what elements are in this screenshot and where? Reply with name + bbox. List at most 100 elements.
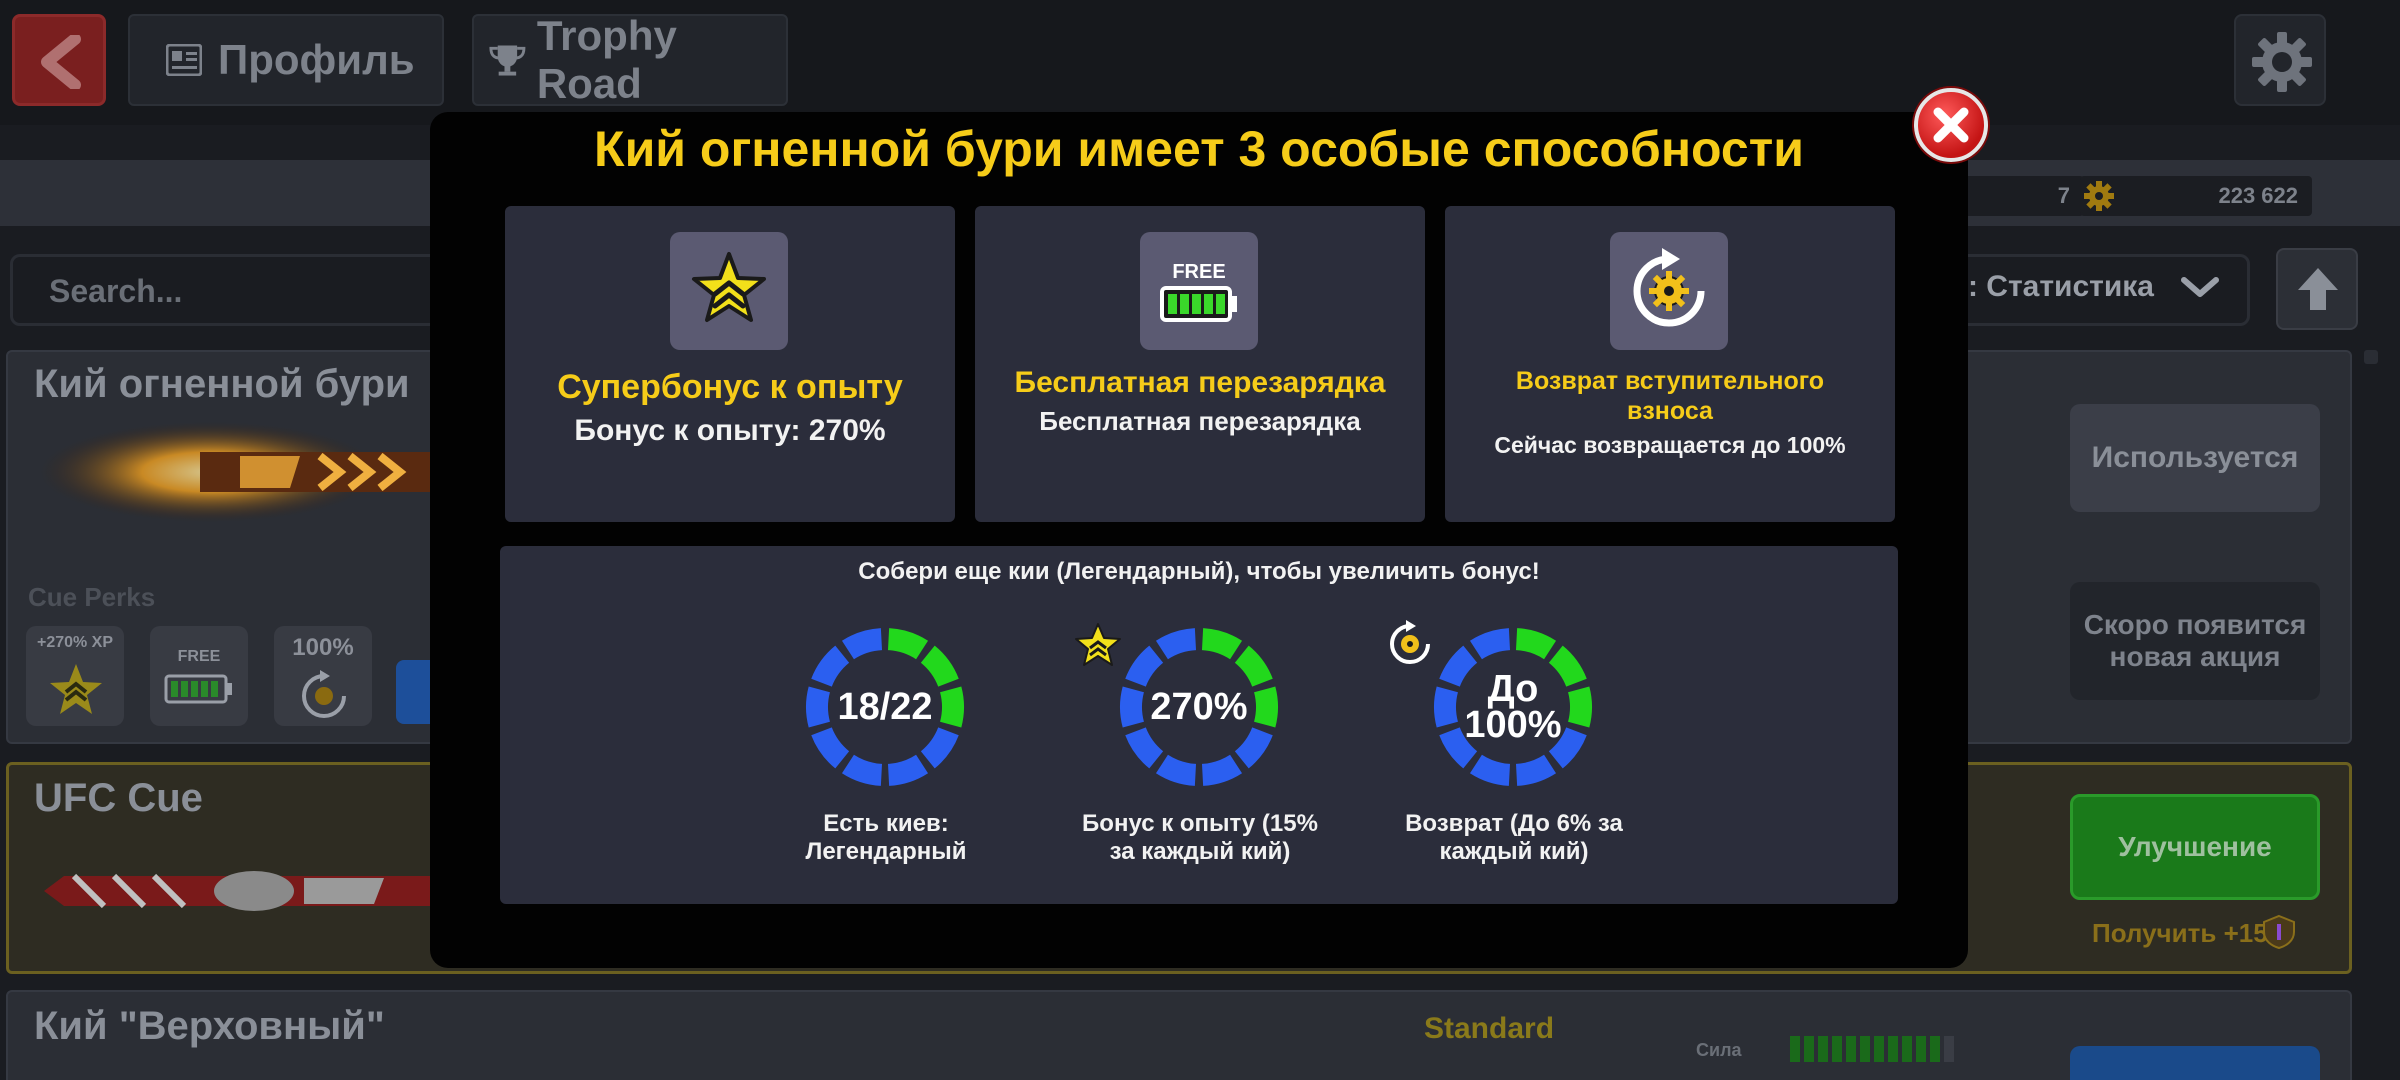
ring-segment-empty: [1125, 727, 1164, 769]
scrollbar[interactable]: [2364, 350, 2378, 364]
level-counter: 7: [1960, 176, 2084, 216]
power-bar-segment: [1916, 1036, 1926, 1062]
tab-profile[interactable]: Профиль: [128, 14, 444, 106]
feature-title: Бесплатная перезарядка: [1014, 366, 1386, 399]
feature-icon-tile: FREE: [1140, 232, 1258, 350]
ring-segment-filled: [920, 645, 959, 687]
cue-card-title: UFC Cue: [34, 776, 203, 820]
ring-caption: Возврат (До 6% за каждый кий): [1405, 810, 1623, 865]
get-reward-label: Получить +15: [2092, 918, 2268, 948]
profile-card-icon: [166, 44, 202, 76]
battery-icon: [164, 674, 232, 704]
cue-perks-label: Cue Perks: [28, 582, 156, 612]
ring-xp-bonus: 270%: [1118, 626, 1280, 788]
power-label: Сила: [1696, 1040, 1742, 1060]
gear-icon: [2252, 32, 2312, 92]
cue-card-title: Кий огненной бури: [34, 362, 410, 406]
power-bar-segment: [1860, 1036, 1870, 1062]
perk-refund-label: 100%: [292, 634, 354, 661]
ring-value: 270%: [1150, 686, 1248, 728]
buy-button[interactable]: [2070, 1046, 2320, 1080]
ring-segment-filled: [1515, 628, 1557, 660]
ring-segment-empty: [1515, 754, 1557, 786]
battery-free-text: FREE: [1172, 261, 1225, 283]
refund-gear-icon: [1390, 620, 1430, 664]
feature-free-recharge: FREE Бесплатная перезарядка Бесплатная п…: [975, 206, 1425, 522]
power-bar-segment: [1888, 1036, 1898, 1062]
trophy-icon: [489, 45, 526, 76]
ring-segment-empty: [811, 727, 850, 769]
ring-segment-empty: [1155, 754, 1197, 786]
ring-segment-filled: [1201, 628, 1243, 660]
ring-segment-filled: [1253, 686, 1278, 728]
cue-card-title: Кий "Верховный": [34, 1004, 385, 1048]
ring-caption: Есть киев: Легендарный: [805, 810, 967, 865]
ring-segment-filled: [1548, 645, 1587, 687]
ring-segment-empty: [1469, 754, 1511, 786]
close-button[interactable]: [1914, 88, 1988, 162]
power-bar-segment: [1804, 1036, 1814, 1062]
arrow-up-icon: [2298, 268, 2338, 310]
ring-refund: До 100%: [1432, 626, 1594, 788]
progress-ring: [806, 628, 964, 786]
power-bar-segment: [1818, 1036, 1828, 1062]
progress-ring: [1120, 628, 1278, 786]
upgrade-button[interactable]: Улучшение: [2070, 794, 2320, 900]
coming-soon-button[interactable]: Скоро появится новая акция: [2070, 582, 2320, 700]
power-bar-segment: [1874, 1036, 1884, 1062]
settings-button[interactable]: [2234, 14, 2326, 106]
scroll-top-button[interactable]: [2276, 248, 2358, 330]
ring-segment-empty: [806, 686, 831, 728]
perk-free-label: FREE: [177, 648, 221, 665]
back-button[interactable]: [12, 14, 106, 106]
perk-tile-refund[interactable]: 100%: [274, 626, 372, 726]
power-bar-segment: [1902, 1036, 1912, 1062]
coins-counter: 223 622: [2080, 176, 2312, 216]
ring-cue-count: 18/22: [804, 626, 966, 788]
star-chevron-icon: [50, 664, 102, 714]
ring-segment-empty: [1120, 686, 1145, 728]
refund-gear-icon: [302, 670, 346, 718]
rarity-label: Standard: [1424, 1012, 1555, 1045]
search-placeholder: Search...: [49, 273, 183, 309]
ring-segment-empty: [1201, 754, 1243, 786]
cue-card-supreme[interactable]: [6, 990, 2352, 1080]
progress-ring: [1434, 628, 1592, 786]
ring-caption: Бонус к опыту (15% за каждый кий): [1082, 810, 1318, 865]
feature-xp-bonus: Супербонус к опыту Бонус к опыту: 270%: [505, 206, 955, 522]
perk-tile-xp[interactable]: +270% XP: [26, 626, 124, 726]
info-tile[interactable]: [396, 660, 436, 724]
ufc-cue-image: [44, 871, 434, 911]
power-bar-segment: [1832, 1036, 1842, 1062]
ring-segment-empty: [811, 645, 850, 687]
feature-subtitle: Сейчас возвращается до 100%: [1494, 432, 1846, 458]
refund-gear-icon: [1633, 248, 1705, 327]
battery-icon: FREE: [1160, 261, 1237, 322]
tab-trophy-road[interactable]: Trophy Road: [472, 12, 788, 107]
ring-segment-filled: [939, 686, 964, 728]
star-chevron-icon: [692, 252, 766, 322]
feature-subtitle: Бесплатная перезарядка: [1039, 406, 1361, 436]
power-meter: [1790, 1036, 1954, 1062]
chevron-down-icon[interactable]: [2180, 276, 2220, 300]
ring-segment-filled: [1234, 645, 1273, 687]
ring-segment-empty: [887, 754, 929, 786]
close-icon: [1933, 107, 1969, 143]
tab-profile-label: Профиль: [218, 36, 415, 83]
ring-segment-empty: [841, 628, 883, 660]
feature-title: Супербонус к опыту: [557, 368, 903, 406]
perk-tile-free[interactable]: FREE: [150, 626, 248, 726]
ring-segment-empty: [1439, 645, 1478, 687]
collect-title: Собери еще кии (Легендарный), чтобы увел…: [858, 558, 1540, 585]
back-arrow-icon: [41, 35, 81, 89]
ring-segment-empty: [1234, 727, 1273, 769]
feature-entry-refund: Возврат вступительного взноса Сейчас воз…: [1445, 206, 1895, 522]
firestorm-cue-image: [40, 422, 440, 522]
coin-gear-icon: [2084, 181, 2114, 211]
ring-segment-filled: [1567, 686, 1592, 728]
ring-value: До 100%: [1464, 668, 1562, 746]
in-use-button[interactable]: Используется: [2070, 404, 2320, 512]
sort-dropdown[interactable]: о: Статистика: [1949, 270, 2154, 303]
shield-icon: [2263, 914, 2295, 950]
